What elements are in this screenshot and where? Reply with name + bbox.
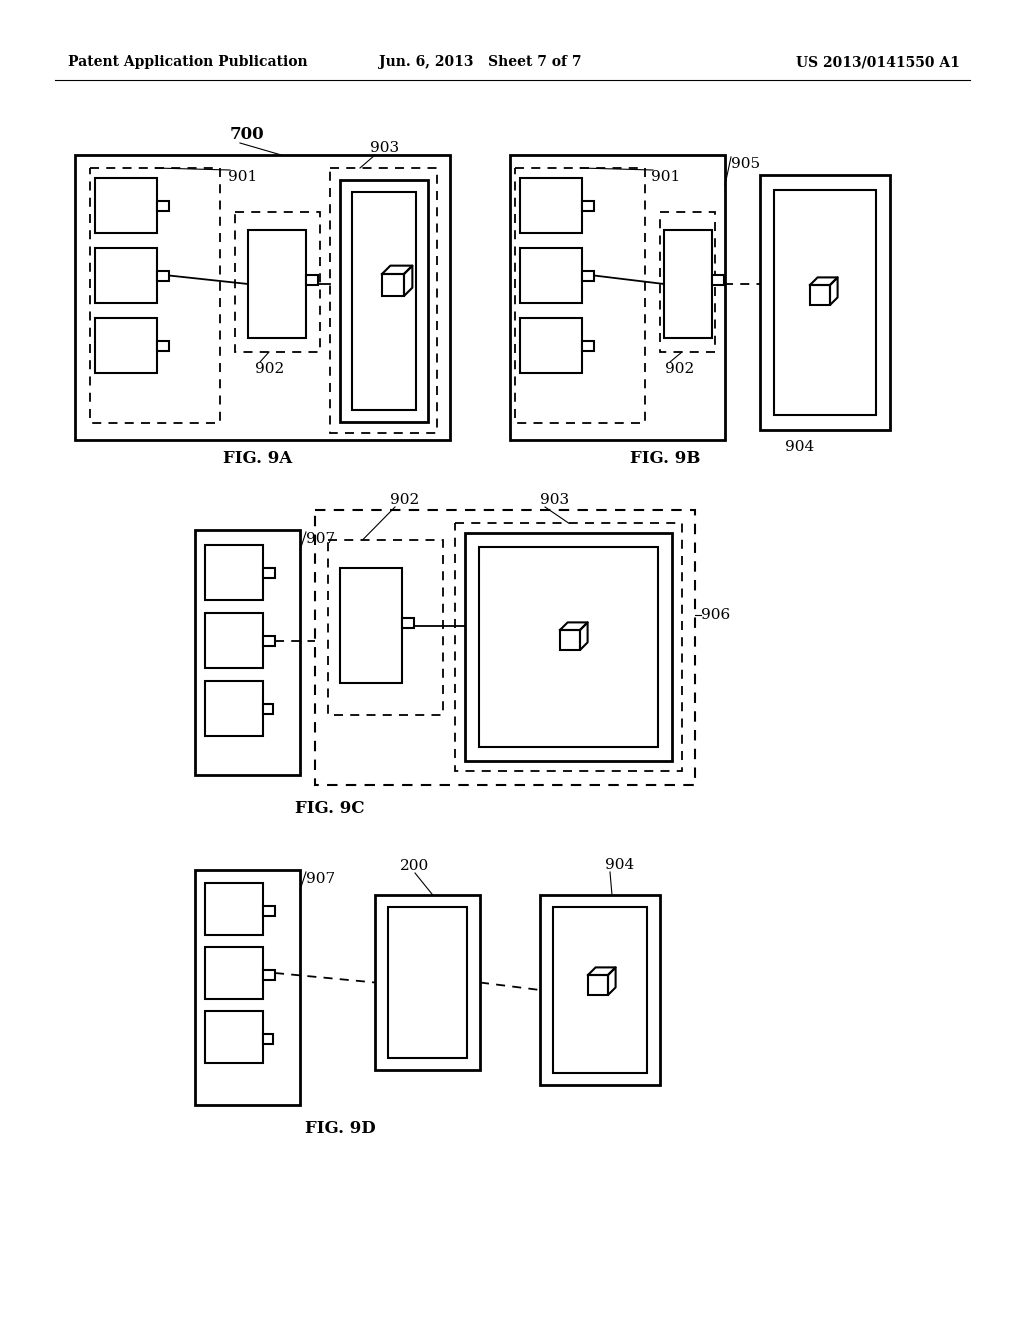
Bar (205, 1011, 263, 1063)
Bar (479, 546, 658, 747)
Text: 901: 901 (651, 170, 680, 183)
Bar (248, 230, 306, 338)
Text: 907: 907 (306, 532, 335, 546)
Text: FIG. 9D: FIG. 9D (304, 1119, 376, 1137)
Bar (328, 540, 443, 715)
Bar (810, 285, 830, 305)
Polygon shape (830, 277, 838, 305)
Text: 901: 901 (228, 170, 257, 183)
Bar (157, 201, 169, 211)
Bar (157, 341, 169, 351)
Bar (712, 275, 724, 285)
Bar (760, 176, 890, 430)
Bar (263, 636, 275, 645)
Bar (664, 230, 712, 338)
Text: Patent Application Publication: Patent Application Publication (68, 55, 307, 69)
Bar (205, 545, 263, 601)
Bar (95, 248, 157, 304)
Text: 907: 907 (306, 873, 335, 886)
Text: FIG. 9A: FIG. 9A (223, 450, 293, 467)
Bar (263, 568, 275, 578)
Bar (510, 154, 725, 440)
Bar (205, 681, 263, 737)
Bar (465, 533, 672, 762)
Text: US 2013/0141550 A1: US 2013/0141550 A1 (796, 55, 961, 69)
Bar (375, 895, 480, 1071)
Text: 902: 902 (255, 362, 285, 376)
Text: FIG. 9C: FIG. 9C (295, 800, 365, 817)
Bar (75, 154, 450, 440)
Bar (515, 168, 645, 422)
Bar (388, 907, 467, 1059)
Bar (330, 168, 437, 433)
Bar (205, 883, 263, 935)
Bar (195, 531, 300, 775)
Bar (520, 318, 582, 374)
Bar (582, 271, 594, 281)
Bar (205, 612, 263, 668)
Bar (90, 168, 220, 422)
Text: 903: 903 (370, 141, 399, 154)
Text: 902: 902 (390, 492, 419, 507)
Bar (340, 568, 402, 682)
Bar (553, 907, 647, 1073)
Polygon shape (580, 623, 588, 649)
Bar (660, 213, 715, 352)
Bar (95, 318, 157, 374)
Bar (455, 523, 682, 771)
Bar (774, 190, 876, 414)
Bar (382, 275, 404, 296)
Polygon shape (810, 277, 838, 285)
Text: 904: 904 (605, 858, 634, 873)
Text: 905: 905 (731, 157, 760, 172)
Bar (582, 341, 594, 351)
Bar (588, 975, 608, 995)
Bar (95, 178, 157, 234)
Bar (234, 213, 319, 352)
Text: 906: 906 (701, 609, 730, 622)
Text: FIG. 9B: FIG. 9B (630, 450, 700, 467)
Bar (352, 191, 416, 411)
Text: 700: 700 (230, 125, 264, 143)
Bar (582, 201, 594, 211)
Polygon shape (404, 265, 413, 296)
Bar (263, 704, 273, 714)
Bar (263, 1034, 273, 1044)
Bar (263, 970, 275, 979)
Bar (540, 895, 660, 1085)
Text: Jun. 6, 2013   Sheet 7 of 7: Jun. 6, 2013 Sheet 7 of 7 (379, 55, 582, 69)
Bar (195, 870, 300, 1105)
Text: 200: 200 (400, 859, 430, 873)
Bar (520, 178, 582, 234)
Polygon shape (588, 968, 615, 975)
Bar (315, 510, 695, 785)
Bar (402, 618, 414, 628)
Polygon shape (382, 265, 413, 275)
Bar (340, 180, 428, 422)
Polygon shape (560, 623, 588, 630)
Bar (205, 946, 263, 999)
Bar (157, 271, 169, 281)
Polygon shape (608, 968, 615, 995)
Bar (306, 275, 318, 285)
Bar (560, 630, 580, 649)
Text: 903: 903 (540, 492, 569, 507)
Text: 904: 904 (785, 440, 815, 454)
Bar (263, 906, 275, 916)
Bar (520, 248, 582, 304)
Text: 902: 902 (665, 362, 694, 376)
